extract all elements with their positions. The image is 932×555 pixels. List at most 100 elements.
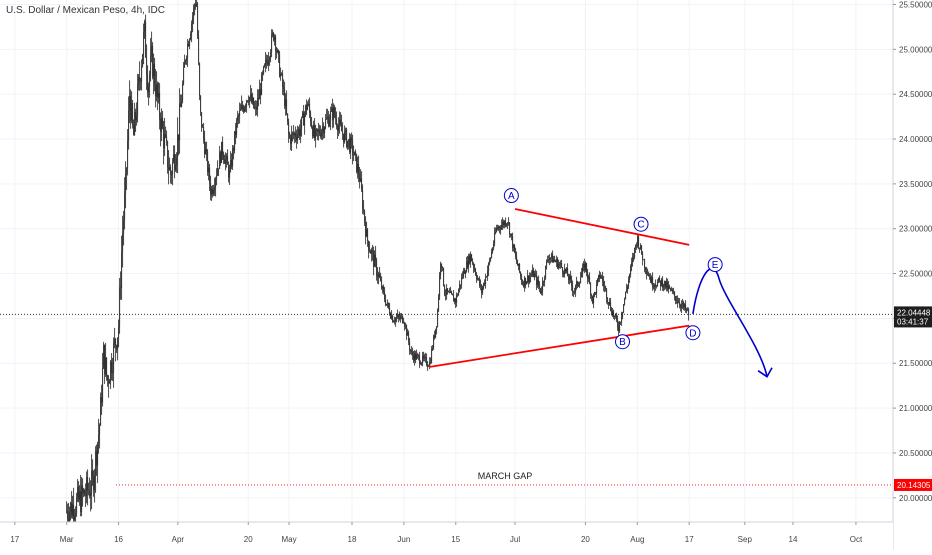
- price-bar-body: [278, 50, 280, 55]
- price-bar-body: [283, 87, 285, 89]
- price-bar-body: [489, 260, 491, 264]
- price-bar-body: [567, 268, 569, 277]
- price-bar-body: [384, 291, 386, 300]
- price-bar-body: [688, 309, 690, 316]
- price-bar-body: [296, 137, 298, 140]
- price-bar-body: [271, 34, 273, 53]
- price-bar-body: [350, 137, 352, 153]
- price-bar-body: [198, 36, 200, 64]
- price-bar-body: [590, 283, 592, 295]
- price-bar-body: [582, 266, 584, 274]
- price-bar-body: [521, 276, 523, 283]
- price-bar-body: [360, 178, 362, 182]
- price-bar-body: [243, 108, 245, 112]
- price-bar-body: [274, 36, 276, 40]
- price-bar-body: [596, 283, 598, 294]
- drawings: A B C D E: [429, 188, 773, 378]
- price-bar-body: [636, 245, 638, 246]
- price-bar-body: [545, 265, 547, 279]
- price-bar-body: [183, 67, 185, 85]
- price-bar-body: [88, 490, 90, 492]
- wave-label-d: D: [689, 328, 696, 339]
- price-bar-body: [562, 267, 564, 273]
- price-bar-body: [345, 129, 347, 132]
- price-tick-label: 25.50000: [899, 0, 932, 9]
- price-bar-body: [192, 17, 194, 24]
- price-bar-body: [138, 77, 140, 85]
- price-bar-body: [248, 101, 250, 103]
- price-bar-body: [417, 354, 419, 356]
- countdown-label: 03:41:37: [897, 317, 929, 326]
- price-bar-body: [288, 121, 290, 135]
- price-bar-body: [263, 66, 265, 74]
- price-bar-body: [516, 256, 518, 262]
- price-bar-body: [391, 315, 393, 319]
- price-bar-body: [576, 281, 578, 286]
- price-bar-body: [524, 277, 526, 287]
- price-bar-body: [633, 257, 635, 258]
- price-bar-body: [329, 120, 331, 127]
- price-bar-body: [78, 487, 80, 500]
- price-bar-body: [530, 275, 532, 277]
- price-bar-body: [645, 268, 647, 271]
- price-bar-body: [434, 335, 436, 338]
- time-tick-label: 17: [10, 535, 19, 544]
- price-bar-body: [658, 277, 660, 282]
- price-bar-body: [336, 118, 338, 127]
- price-bar-body: [428, 366, 430, 367]
- price-bar-body: [446, 288, 448, 295]
- price-bar-body: [677, 300, 679, 303]
- projection-arrow-icon: [757, 367, 773, 378]
- wave-label-circle: [685, 325, 701, 341]
- price-bar-body: [659, 277, 661, 281]
- price-bar-body: [202, 127, 204, 128]
- price-bar-body: [348, 139, 350, 141]
- price-bar-body: [144, 21, 146, 32]
- price-bar-body: [270, 52, 272, 59]
- price-bar-body: [410, 349, 412, 352]
- price-bar-body: [392, 315, 394, 323]
- price-bar-body: [591, 294, 593, 297]
- price-bar-body: [189, 39, 191, 47]
- price-bar-body: [126, 168, 128, 173]
- price-bar-body: [664, 280, 666, 286]
- wave-label-circle: [615, 334, 631, 350]
- price-tick-label: 24.00000: [899, 135, 932, 144]
- price-bar-body: [196, 3, 198, 6]
- price-bar-body: [318, 129, 320, 132]
- price-bar-body: [580, 277, 582, 283]
- price-bar-body: [341, 124, 343, 132]
- price-bar-body: [538, 279, 540, 286]
- price-bar-body: [440, 263, 442, 276]
- price-bar-body: [626, 289, 628, 292]
- price-bar-body: [595, 292, 597, 294]
- price-bar-body: [137, 84, 139, 116]
- price-bar-body: [455, 298, 457, 303]
- price-bar-body: [325, 119, 327, 128]
- wave-label-circle: [633, 216, 649, 232]
- price-bar-body: [586, 263, 588, 273]
- price-bar-body: [675, 296, 677, 301]
- price-bar-body: [393, 321, 395, 323]
- price-bar-body: [94, 475, 96, 491]
- price-bar-body: [213, 189, 215, 194]
- price-bar-body: [584, 263, 586, 271]
- price-bar-body: [511, 233, 513, 237]
- price-bar-body: [540, 288, 542, 294]
- price-bar-body: [247, 100, 249, 102]
- price-bar-body: [149, 74, 151, 87]
- price-bar-body: [180, 103, 182, 107]
- price-bar-body: [124, 193, 126, 220]
- price-bar-body: [157, 83, 159, 98]
- price-bar-body: [320, 133, 322, 137]
- price-bar-body: [234, 131, 236, 151]
- price-bar-body: [199, 63, 201, 96]
- price-bar-body: [466, 261, 468, 273]
- wave-label-circle: [503, 188, 519, 204]
- price-bar-body: [306, 105, 308, 110]
- price-bar-body: [611, 310, 613, 315]
- price-bar-body: [558, 264, 560, 268]
